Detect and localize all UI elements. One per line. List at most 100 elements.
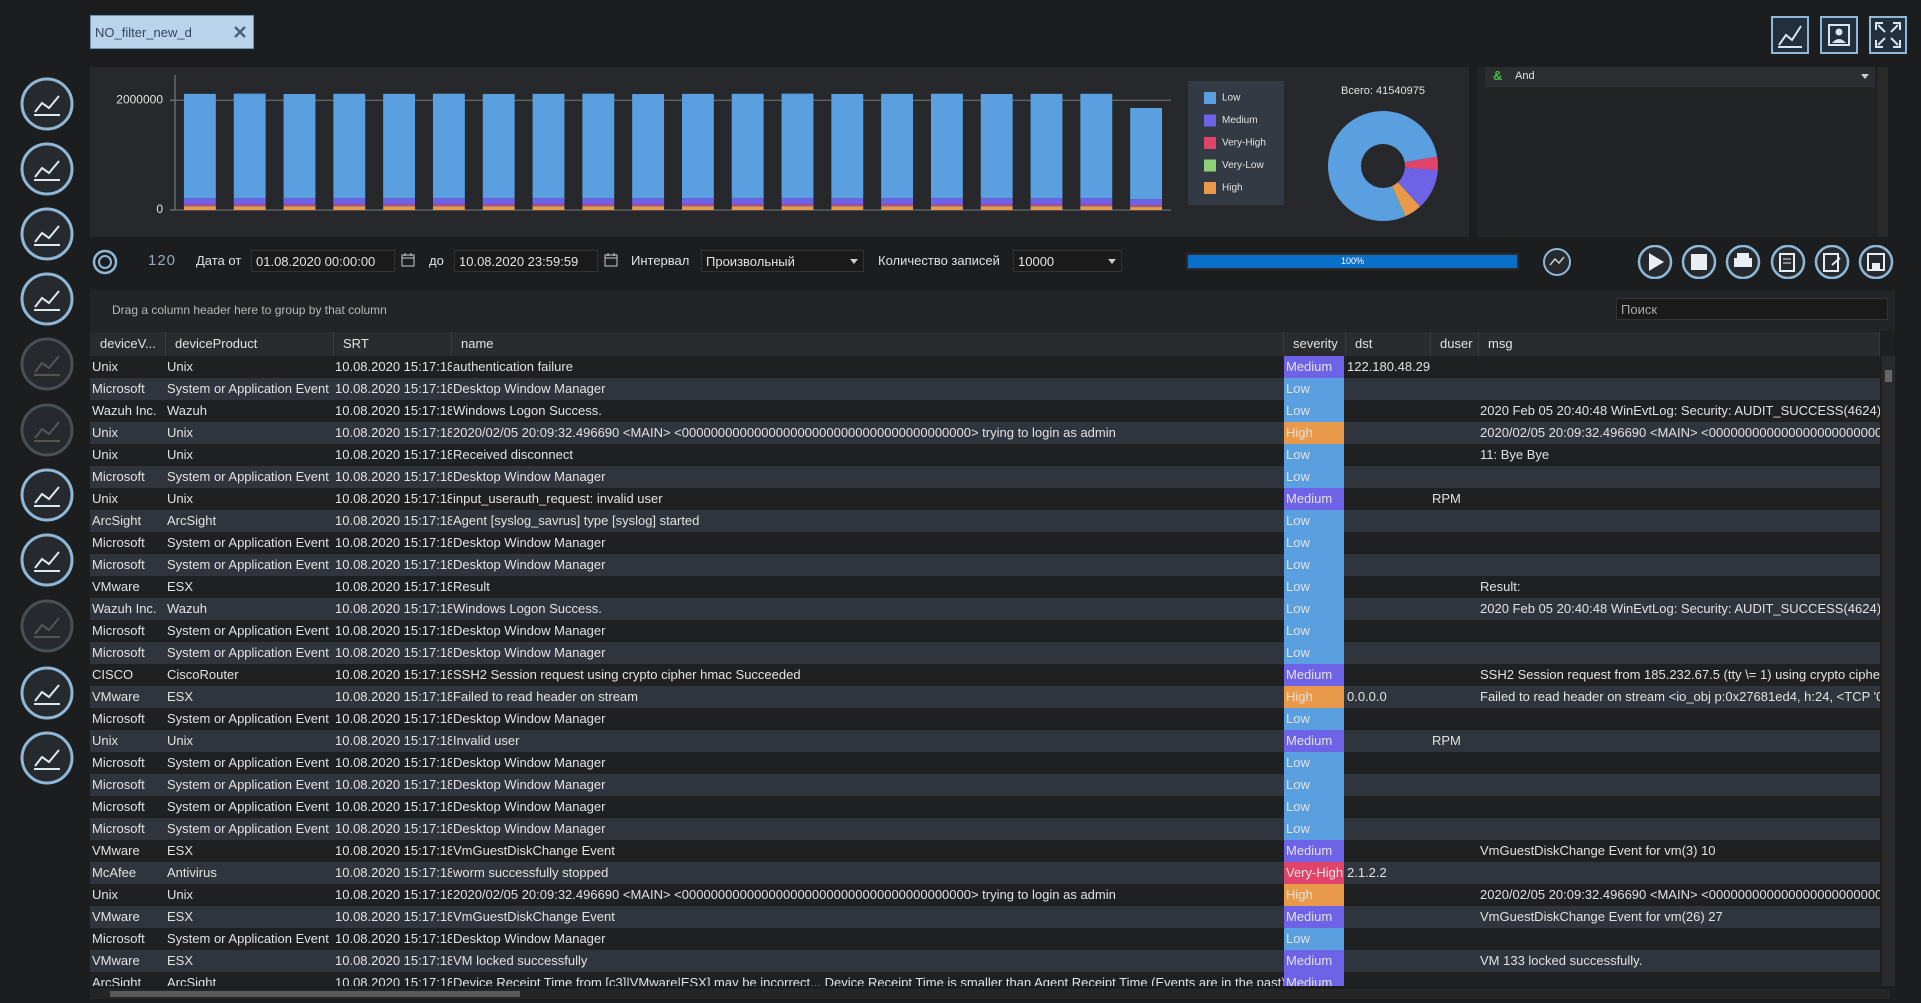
search-input[interactable]: Поиск [1616, 298, 1888, 320]
chart-view-button[interactable] [1771, 16, 1809, 54]
sidebar-icon-ring [20, 207, 74, 261]
refresh-icon[interactable] [90, 247, 120, 277]
bar-segment [482, 206, 515, 210]
sidebar-button[interactable] [20, 666, 74, 720]
bar-segment [632, 198, 665, 205]
table-cell [1346, 444, 1431, 466]
sidebar-button[interactable] [20, 272, 74, 326]
table-cell [1346, 774, 1431, 796]
table-cell: 10.08.2020 15:17:18 [335, 579, 452, 594]
v-scroll-thumb[interactable] [1885, 370, 1892, 382]
table-cell: VmGuestDiskChange Event [453, 909, 615, 924]
table-cell [1431, 686, 1479, 708]
stop-button[interactable] [1681, 245, 1717, 279]
counter: 120 [148, 252, 177, 269]
sidebar-button[interactable] [20, 533, 74, 587]
table-cell: Microsoft [92, 799, 145, 814]
severity-cell: Low [1284, 818, 1344, 840]
table-cell: Wazuh Inc. [92, 601, 157, 616]
stats-button[interactable] [1543, 248, 1571, 276]
table-cell [1431, 510, 1479, 532]
bar-segment [532, 204, 565, 207]
bar-segment [1130, 108, 1163, 200]
table-cell: Desktop Window Manager [453, 535, 606, 550]
tab[interactable]: NO_filter_new_d [90, 15, 254, 49]
table-cell [1431, 598, 1479, 620]
bar-segment [333, 198, 366, 205]
table-cell [1431, 796, 1479, 818]
sidebar-button[interactable] [20, 468, 74, 522]
bar-segment [632, 204, 665, 207]
filter-row[interactable]: & And [1485, 67, 1875, 87]
table-cell [1431, 818, 1479, 840]
table-cell [1346, 400, 1431, 422]
table-cell [1479, 378, 1880, 400]
table-cell [1346, 818, 1431, 840]
count-select[interactable]: 10000 [1013, 250, 1122, 272]
table-row: Unix Unix 10.08.2020 15:17:18 input_useraut… [90, 488, 1880, 510]
sidebar-button[interactable] [20, 207, 74, 261]
severity-cell: Low [1284, 708, 1344, 730]
bar-segment [432, 93, 465, 199]
table-cell [1431, 840, 1479, 862]
severity-cell: Medium [1284, 488, 1344, 510]
table-cell: Unix [92, 359, 119, 374]
filter-scrollbar[interactable] [1878, 67, 1888, 237]
table-cell: McAfee [92, 865, 137, 880]
sidebar-button[interactable] [20, 731, 74, 785]
tab-close[interactable] [233, 25, 247, 39]
table-row: Unix Unix 10.08.2020 15:17:18 2020/02/05 20… [90, 422, 1880, 444]
h-scrollbar[interactable] [90, 989, 1890, 999]
h-scroll-thumb[interactable] [110, 991, 520, 997]
table-row: VMware ESX 10.08.2020 15:17:18 VM locked su… [90, 950, 1880, 972]
fullscreen-button[interactable] [1869, 16, 1907, 54]
group-panel: Drag a column header here to group by th… [90, 290, 1895, 331]
bar-segment [283, 206, 316, 207]
user-view-button[interactable] [1820, 16, 1858, 54]
bar-segment [582, 206, 615, 210]
save-button[interactable] [1858, 245, 1894, 279]
legend-swatch [1204, 137, 1216, 149]
table-cell: 10.08.2020 15:17:18 [335, 425, 452, 440]
edit-button[interactable] [1770, 245, 1806, 279]
table-cell: Microsoft [92, 711, 145, 726]
bar-segment [233, 206, 266, 207]
calendar-icon[interactable] [604, 253, 618, 267]
bar-segment [831, 206, 864, 207]
table-cell [1346, 488, 1431, 510]
table-row: Microsoft System or Application Event 10.0… [90, 774, 1880, 796]
play-button[interactable] [1637, 245, 1673, 279]
table-cell [1431, 972, 1479, 986]
sidebar-button[interactable] [20, 337, 74, 391]
table-cell: Desktop Window Manager [453, 821, 606, 836]
bar-segment [432, 204, 465, 207]
table-cell: System or Application Event [167, 557, 329, 572]
table-cell [1479, 972, 1880, 986]
sidebar-button[interactable] [20, 599, 74, 653]
date-to-input[interactable]: 10.08.2020 23:59:59 [454, 250, 598, 272]
sidebar-icon-glyph [34, 355, 60, 376]
print-button[interactable] [1725, 245, 1761, 279]
interval-select[interactable]: Произвольный [701, 250, 864, 272]
table-cell: 2020/02/05 20:09:32.496690 <MAIN> <00000… [453, 887, 1116, 902]
date-from-input[interactable]: 01.08.2020 00:00:00 [251, 250, 395, 272]
table-cell: 10.08.2020 15:17:18 [335, 403, 452, 418]
v-scrollbar[interactable] [1882, 356, 1895, 986]
table-cell: 2020/02/05 20:09:32.496690 <MAIN> <00000… [453, 425, 1116, 440]
sidebar-button[interactable] [20, 142, 74, 196]
sidebar-button[interactable] [20, 77, 74, 131]
table-cell: Microsoft [92, 821, 145, 836]
sidebar-button[interactable] [20, 403, 74, 457]
bar-segment [681, 198, 714, 205]
table-cell [1346, 730, 1431, 752]
bar-segment [383, 93, 416, 199]
bar-segment [183, 198, 216, 205]
table-cell [1431, 378, 1479, 400]
table-cell [1431, 950, 1479, 972]
sidebar-icon-ring [20, 272, 74, 326]
calendar-icon[interactable] [401, 253, 415, 267]
severity-cell: High [1284, 422, 1344, 444]
export-button[interactable] [1814, 245, 1850, 279]
table-cell [1346, 532, 1431, 554]
pie-title: Всего: 41540975 [1341, 85, 1425, 97]
